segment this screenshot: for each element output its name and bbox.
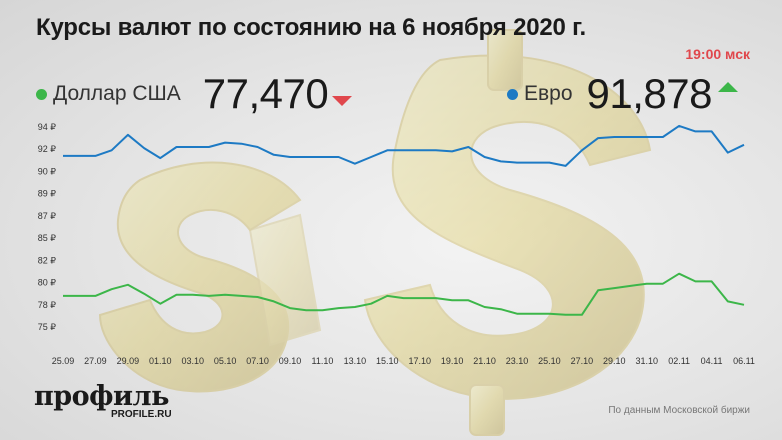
y-tick-label: 92 ₽ [38, 144, 57, 154]
up-arrow-icon [718, 82, 738, 92]
x-tick-label: 07.10 [246, 356, 269, 366]
x-tick-label: 01.10 [149, 356, 172, 366]
usd-rate: Доллар США 77,470 [36, 70, 353, 118]
eur-name: Евро [524, 82, 573, 105]
down-arrow-icon [332, 96, 353, 106]
x-tick-label: 23.10 [506, 356, 529, 366]
x-tick-label: 15.10 [376, 356, 399, 366]
x-tick-label: 05.10 [214, 356, 237, 366]
x-axis: 25.09 27.09 29.09 01.10 03.10 05.10 07.10 09.10… [52, 356, 755, 366]
data-source: По данным Московской биржи [608, 405, 750, 416]
y-tick-label: 80 ₽ [38, 278, 57, 288]
usd-value: 77,470 [202, 70, 329, 117]
eur-value: 91,878 [586, 70, 713, 117]
x-tick-label: 25.09 [52, 356, 75, 366]
y-tick-label: 94 ₽ [38, 122, 57, 132]
y-tick-label: 90 ₽ [38, 166, 57, 176]
x-tick-label: 13.10 [344, 356, 367, 366]
x-tick-label: 03.10 [181, 356, 204, 366]
logo-subtitle: PROFILE.RU [111, 409, 172, 420]
eur-rate: Евро 91,878 [507, 70, 738, 118]
usd-series-line [63, 272, 745, 316]
y-tick-label: 75 ₽ [38, 322, 57, 332]
y-tick-label: 82 ₽ [38, 255, 57, 265]
x-tick-label: 06.11 [733, 356, 755, 366]
y-tick-label: 78 ₽ [38, 300, 57, 310]
x-tick-label: 29.09 [117, 356, 140, 366]
x-tick-label: 29.10 [603, 356, 626, 366]
x-tick-label: 31.10 [635, 356, 658, 366]
x-tick-label: 27.09 [84, 356, 107, 366]
x-tick-label: 11.10 [311, 356, 333, 366]
x-tick-label: 27.10 [571, 356, 594, 366]
page-title: Курсы валют по состоянию на 6 ноября 202… [36, 14, 586, 41]
x-tick-label: 09.10 [279, 356, 302, 366]
x-tick-label: 17.10 [408, 356, 431, 366]
logo: профиль [34, 381, 169, 412]
timestamp: 19:00 мск [685, 46, 750, 62]
y-axis: 75 ₽ 78 ₽ 80 ₽ 82 ₽ 85 ₽ 87 ₽ 89 ₽ 90 ₽ 92 ₽ 94 ₽ [38, 122, 57, 332]
usd-legend-dot-icon [36, 88, 47, 100]
x-tick-label: 02.11 [668, 356, 690, 366]
x-tick-label: 04.11 [701, 356, 723, 366]
eur-series-line [63, 124, 745, 167]
series-lines [63, 124, 745, 316]
y-tick-label: 89 ₽ [38, 189, 57, 199]
y-tick-label: 87 ₽ [38, 211, 57, 221]
eur-legend-dot-icon [507, 88, 518, 100]
y-tick-label: 85 ₽ [38, 233, 57, 243]
x-tick-label: 21.10 [473, 356, 496, 366]
x-tick-label: 19.10 [441, 356, 464, 366]
x-tick-label: 25.10 [538, 356, 561, 366]
usd-name: Доллар США [53, 82, 181, 105]
